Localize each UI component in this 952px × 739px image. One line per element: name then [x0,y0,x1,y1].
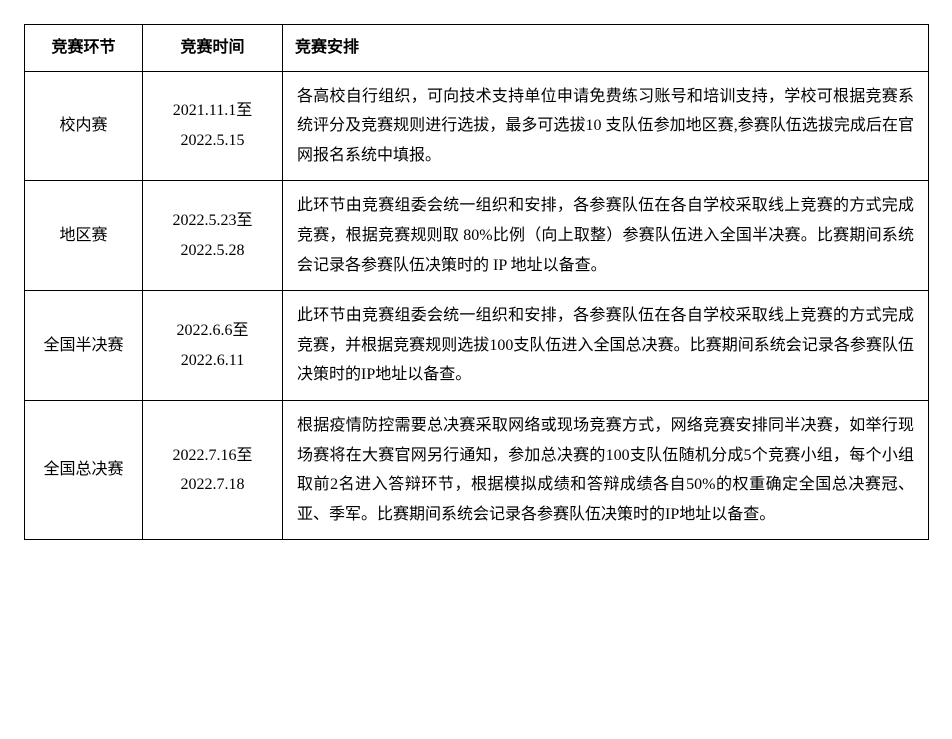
header-time: 竞赛时间 [143,25,283,72]
cell-time: 2022.6.6至2022.6.11 [143,291,283,401]
table-row: 校内赛 2021.11.1至2022.5.15 各高校自行组织，可向技术支持单位… [25,71,929,181]
table-row: 全国半决赛 2022.6.6至2022.6.11 此环节由竞赛组委会统一组织和安… [25,291,929,401]
cell-desc: 此环节由竞赛组委会统一组织和安排，各参赛队伍在各自学校采取线上竞赛的方式完成竞赛… [283,291,929,401]
cell-stage: 校内赛 [25,71,143,181]
cell-desc: 各高校自行组织，可向技术支持单位申请免费练习账号和培训支持，学校可根据竞赛系统评… [283,71,929,181]
cell-stage: 地区赛 [25,181,143,291]
cell-desc: 根据疫情防控需要总决赛采取网络或现场竞赛方式，网络竞赛安排同半决赛，如举行现场赛… [283,400,929,539]
table-row: 地区赛 2022.5.23至2022.5.28 此环节由竞赛组委会统一组织和安排… [25,181,929,291]
cell-time: 2022.5.23至2022.5.28 [143,181,283,291]
table-header-row: 竞赛环节 竞赛时间 竞赛安排 [25,25,929,72]
header-stage: 竞赛环节 [25,25,143,72]
schedule-table: 竞赛环节 竞赛时间 竞赛安排 校内赛 2021.11.1至2022.5.15 各… [24,24,929,540]
cell-time: 2021.11.1至2022.5.15 [143,71,283,181]
cell-stage: 全国半决赛 [25,291,143,401]
cell-stage: 全国总决赛 [25,400,143,539]
header-desc: 竞赛安排 [283,25,929,72]
cell-desc: 此环节由竞赛组委会统一组织和安排，各参赛队伍在各自学校采取线上竞赛的方式完成竞赛… [283,181,929,291]
table-row: 全国总决赛 2022.7.16至2022.7.18 根据疫情防控需要总决赛采取网… [25,400,929,539]
cell-time: 2022.7.16至2022.7.18 [143,400,283,539]
